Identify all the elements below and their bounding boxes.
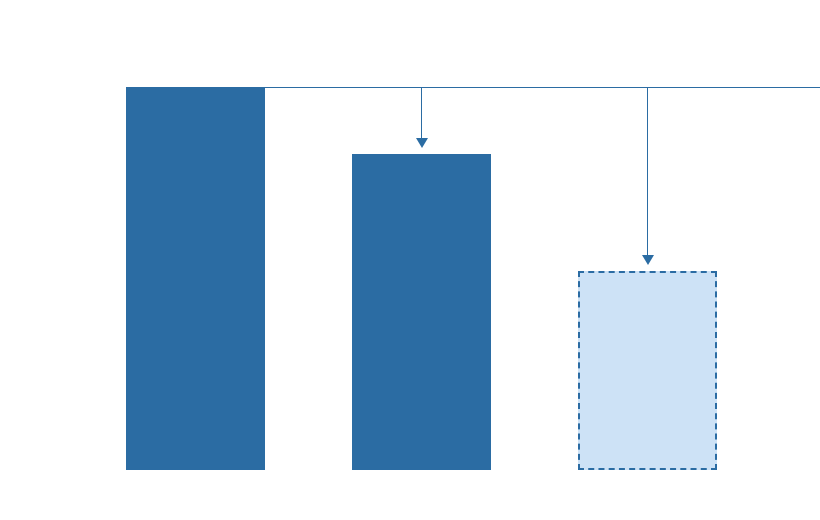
bar-1 [126,87,265,470]
arrow-2-line [647,87,648,255]
arrow-1-line [421,87,422,138]
chart-canvas [0,0,820,520]
bar-3 [578,271,717,470]
arrow-2-head-icon [642,255,654,265]
bar-2 [352,154,491,470]
arrow-1-head-icon [416,138,428,148]
